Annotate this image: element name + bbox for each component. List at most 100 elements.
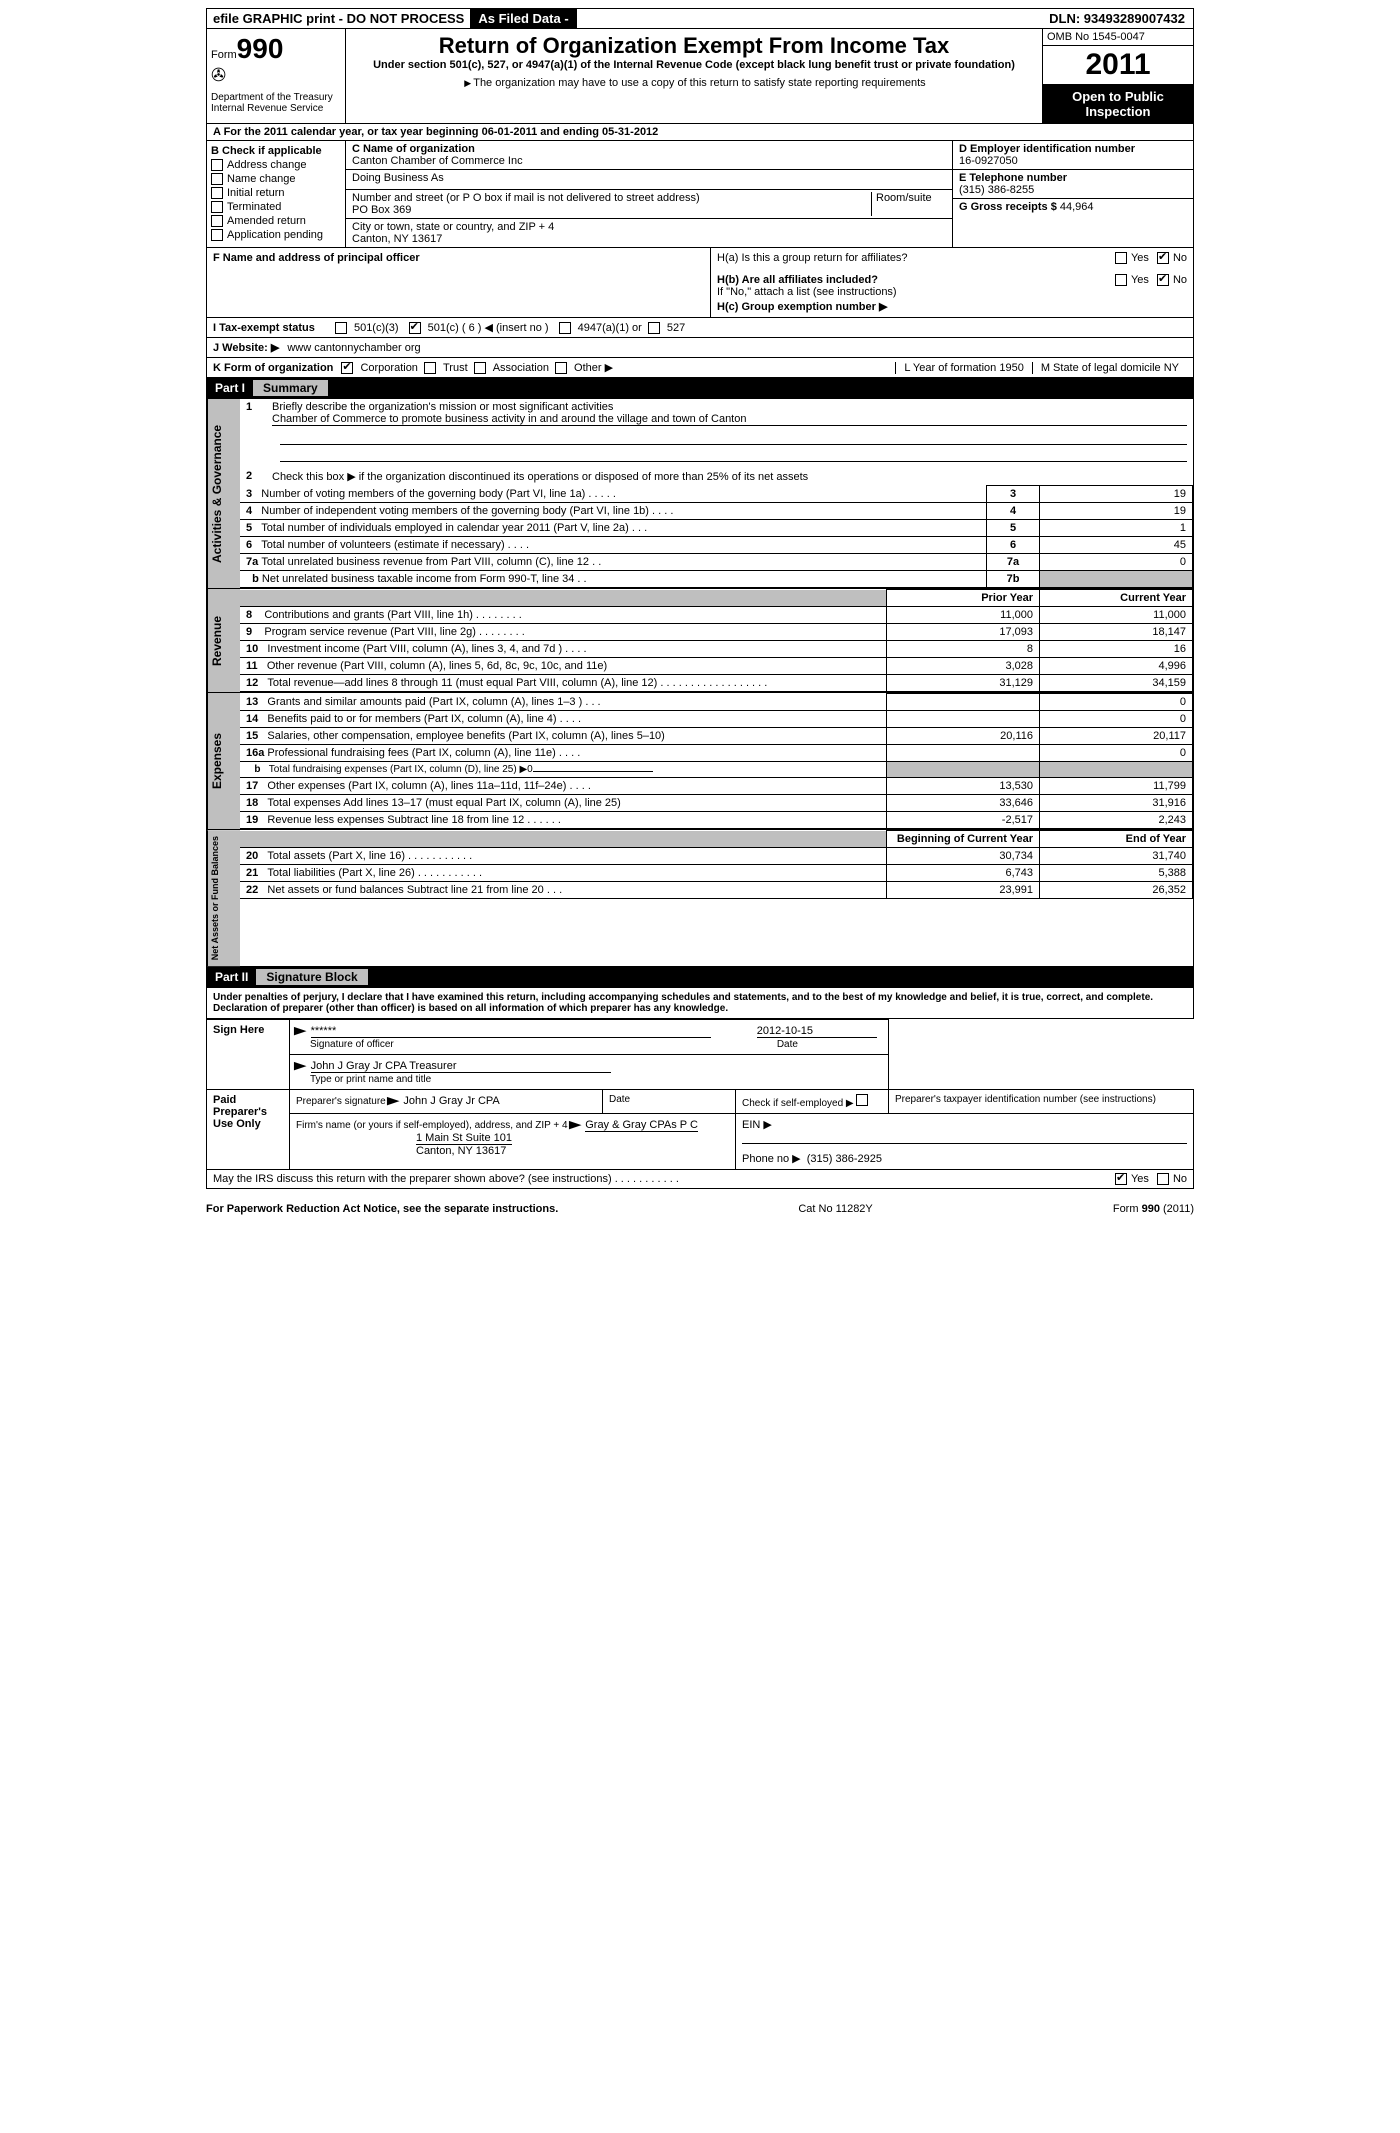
paid-preparer-label: Paid Preparer's Use Only [207,1090,290,1170]
checkbox-501c[interactable] [409,322,421,334]
year-formation: L Year of formation 1950 [895,362,1031,374]
opt-527: 527 [667,322,685,334]
form-number: 990 [237,33,284,64]
arrow-icon [462,77,473,89]
org-name-label: C Name of organization [352,143,946,155]
checkbox-discuss-no[interactable] [1157,1173,1169,1185]
sign-here-label: Sign Here [207,1020,290,1090]
row-current: 20,117 [1040,728,1193,745]
date-label: Date [777,1039,798,1050]
vert-label-netassets: Net Assets or Fund Balances [207,830,240,966]
row-current: 2,243 [1040,812,1193,829]
checkbox-hb-no[interactable] [1157,274,1169,286]
row-text: Total assets (Part X, line 16) [267,850,405,862]
footer-form-num: 990 [1142,1203,1160,1215]
opt-501c3: 501(c)(3) [354,322,399,334]
row-prior: 30,734 [887,848,1040,865]
line-j-label: J Website: ▶ [213,341,279,354]
phone-value: (315) 386-2925 [807,1153,882,1165]
website-value: www cantonnychamber org [287,342,420,354]
ha-label: H(a) Is this a group return for affiliat… [717,252,1107,264]
ein-label: D Employer identification number [959,143,1187,155]
footer-right: Form 990 (2011) [1113,1203,1194,1215]
begin-year-header: Beginning of Current Year [887,831,1040,848]
checkbox-initial-return[interactable] [211,187,223,199]
discuss-text: May the IRS discuss this return with the… [213,1173,612,1185]
vert-label-governance: Activities & Governance [207,399,240,588]
opt-trust: Trust [443,362,468,374]
vert-label-revenue: Revenue [207,589,240,692]
row-current: 34,159 [1040,675,1193,692]
checkbox-501c3[interactable] [335,322,347,334]
row-current: 26,352 [1040,882,1193,899]
checkbox-discuss-yes[interactable] [1115,1173,1127,1185]
row-prior: 20,116 [887,728,1040,745]
checkbox-pending[interactable] [211,229,223,241]
current-year-header: Current Year [1040,590,1193,607]
hc-label: H(c) Group exemption number ▶ [717,300,1187,313]
checkbox-hb-yes[interactable] [1115,274,1127,286]
col-c: C Name of organization Canton Chamber of… [346,141,952,247]
row-val: 0 [1040,554,1193,571]
signature-table: Sign Here ▶ ****** 2012-10-15 Signature … [206,1019,1194,1170]
row-prior: 3,028 [887,658,1040,675]
dept-label: Department of the Treasury [211,92,341,103]
checkbox-address-change[interactable] [211,159,223,171]
part-i-revenue: Revenue Prior YearCurrent Year 8 Contrib… [206,589,1194,693]
row-shaded [1040,762,1193,778]
checkbox-self-employed[interactable] [856,1094,868,1106]
prep-sig-label: Preparer's signature [296,1096,386,1107]
part-i-netassets: Net Assets or Fund Balances Beginning of… [206,830,1194,967]
yes-label: Yes [1131,252,1149,264]
row-text: Program service revenue (Part VIII, line… [264,626,476,638]
city-value: Canton, NY 13617 [352,233,946,245]
checkbox-ha-no[interactable] [1157,252,1169,264]
row-prior: 23,991 [887,882,1040,899]
row-prior: -2,517 [887,812,1040,829]
firm-name: Gray & Gray CPAs P C [585,1119,698,1132]
checkbox-527[interactable] [648,322,660,334]
row-prior: 11,000 [887,607,1040,624]
row-text: Number of independent voting members of … [261,505,649,517]
row-prior: 31,129 [887,675,1040,692]
row-text: Other revenue (Part VIII, column (A), li… [267,660,607,672]
as-filed-label: As Filed Data - [470,9,576,28]
row-text: Total number of volunteers (estimate if … [261,539,504,551]
efile-label: efile GRAPHIC print - DO NOT PROCESS [207,9,470,28]
street-value: PO Box 369 [352,204,871,216]
row-current: 11,000 [1040,607,1193,624]
row-a: A For the 2011 calendar year, or tax yea… [206,124,1194,141]
dln-label: DLN: 93493289007432 [1041,9,1193,28]
line-i-label: I Tax-exempt status [213,322,315,334]
hb-label: H(b) Are all affiliates included? [717,274,1107,286]
officer-name: John J Gray Jr CPA Treasurer [311,1060,611,1073]
governance-table: 3 Number of voting members of the govern… [240,485,1193,588]
row-text: Investment income (Part VIII, column (A)… [267,643,562,655]
part-i-header: Part I Summary [206,378,1194,399]
line-j: J Website: ▶ www cantonnychamber org [206,338,1194,358]
sig-label: Signature of officer [310,1039,394,1050]
firm-addr2: Canton, NY 13617 [416,1145,506,1157]
checkbox-other[interactable] [555,362,567,374]
row-current: 31,740 [1040,848,1193,865]
row-text: Net unrelated business taxable income fr… [262,573,574,585]
checkbox-corp[interactable] [341,362,353,374]
checkbox-amended[interactable] [211,215,223,227]
bcd-block: B Check if applicable Address change Nam… [206,141,1194,248]
checkbox-terminated[interactable] [211,201,223,213]
mission-blank-1 [280,430,1187,445]
checkbox-name-change[interactable] [211,173,223,185]
row-text: Total expenses Add lines 13–17 (must equ… [267,797,620,809]
discuss-row: May the IRS discuss this return with the… [206,1170,1194,1189]
checkbox-trust[interactable] [424,362,436,374]
checkbox-assoc[interactable] [474,362,486,374]
footer-left: For Paperwork Reduction Act Notice, see … [206,1203,558,1215]
hb-note: If "No," attach a list (see instructions… [717,286,1187,298]
checkbox-ha-yes[interactable] [1115,252,1127,264]
part-ii-title: Signature Block [256,969,367,985]
checkbox-4947[interactable] [559,322,571,334]
row-text: Benefits paid to or for members (Part IX… [267,713,556,725]
fh-block: F Name and address of principal officer … [206,248,1194,318]
row-current: 18,147 [1040,624,1193,641]
row-text: Grants and similar amounts paid (Part IX… [267,696,582,708]
